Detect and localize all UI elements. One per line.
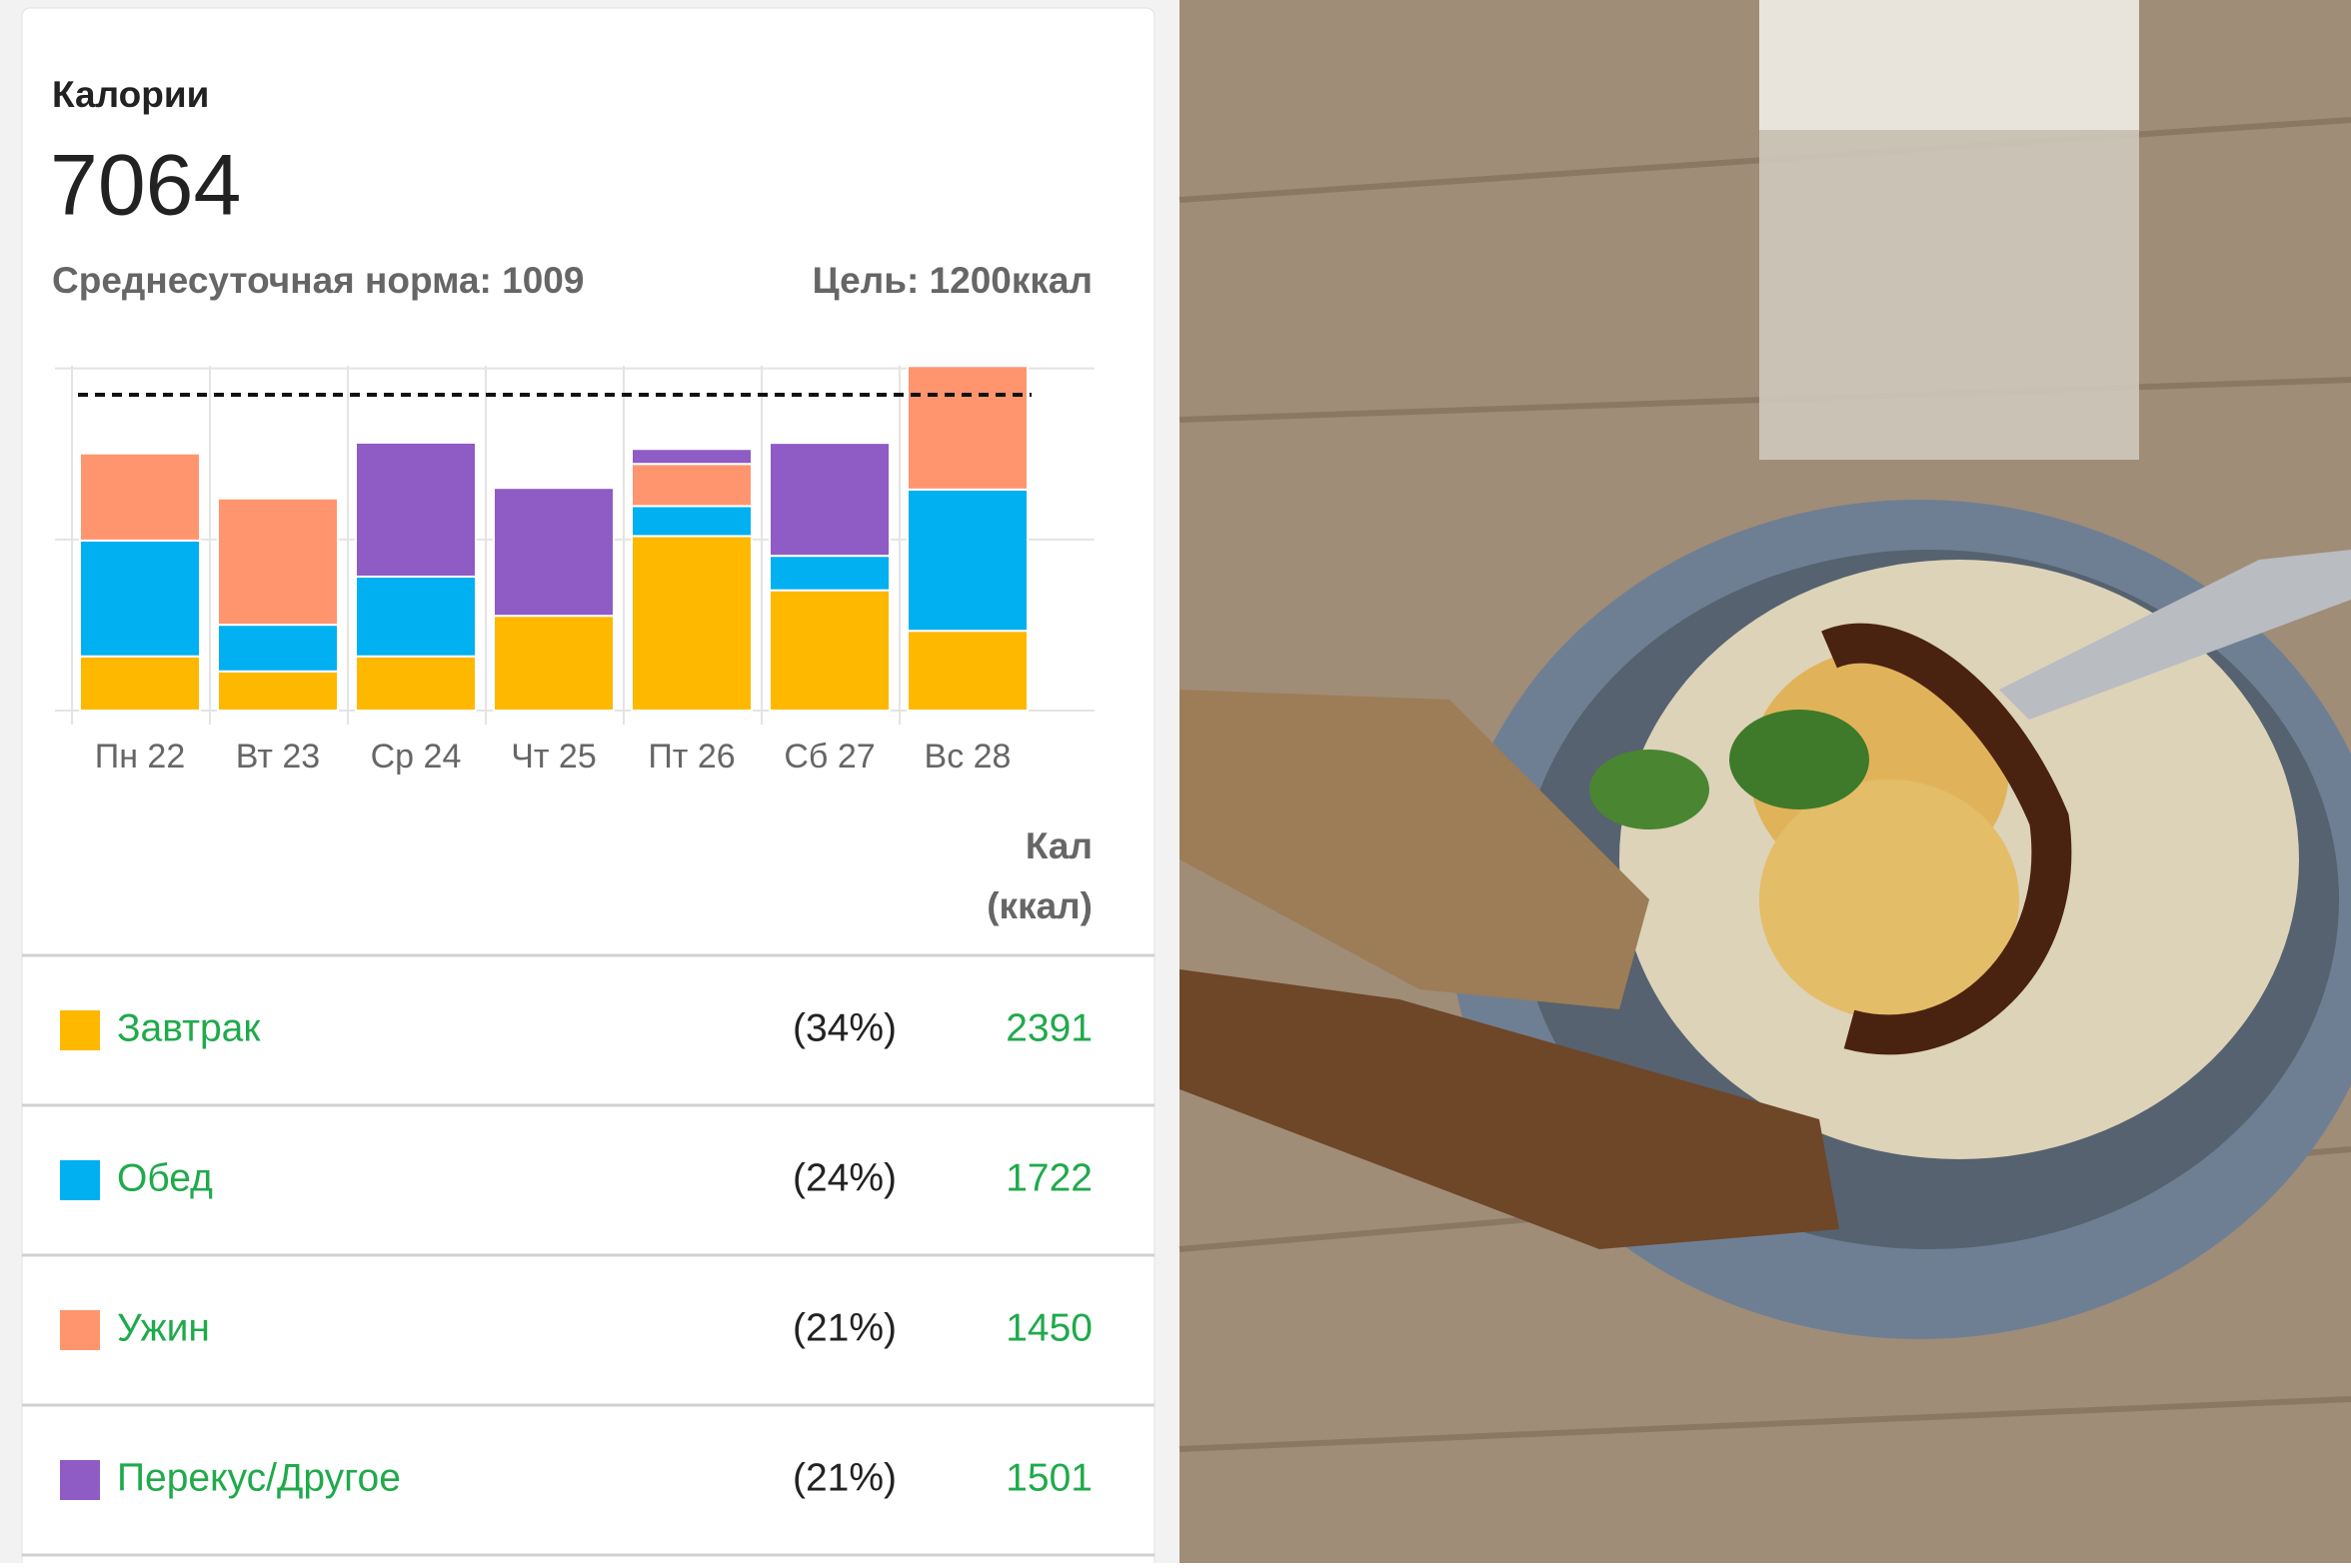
row-percent: (34%) xyxy=(793,1006,897,1049)
total: 7064 xyxy=(50,138,241,234)
unit-label: (ккал) xyxy=(987,885,1093,926)
row-percent: (21%) xyxy=(793,1456,897,1499)
photo xyxy=(1178,0,2351,1563)
bar-segment xyxy=(493,615,615,713)
row-percent: (21%) xyxy=(793,1306,897,1349)
row-value: 1501 xyxy=(1006,1456,1093,1499)
bar-segment xyxy=(769,589,891,712)
bar-segment xyxy=(631,535,753,712)
bar-segment xyxy=(79,539,201,658)
x-tick-label: Пн 22 xyxy=(95,738,185,776)
x-tick-label: Чт 25 xyxy=(511,738,597,776)
legend-label: Ужин xyxy=(117,1306,210,1349)
bar-segment xyxy=(355,655,477,713)
bar-segment xyxy=(493,487,615,618)
x-tick-label: Сб 27 xyxy=(784,738,875,776)
x-tick-label: Вс 28 xyxy=(925,738,1012,776)
bar-segment xyxy=(79,452,201,542)
bar-segment xyxy=(79,655,201,713)
legend-swatch xyxy=(60,1160,100,1200)
bar-segment xyxy=(217,670,339,712)
bar-segment xyxy=(355,575,477,658)
x-tick-label: Вт 23 xyxy=(236,738,320,776)
bar-segment xyxy=(907,630,1029,712)
bar-segment xyxy=(769,442,891,558)
bar-segment xyxy=(217,497,339,627)
bar-segment xyxy=(355,441,477,578)
row-percent: (24%) xyxy=(793,1156,897,1199)
x-tick-label: Пт 26 xyxy=(648,738,735,776)
bar-segment xyxy=(217,624,339,673)
bar-segment xyxy=(631,448,753,466)
row-value: 1450 xyxy=(1006,1306,1093,1349)
legend-label: Завтрак xyxy=(117,1006,261,1049)
legend-label: Перекус/Другое xyxy=(117,1456,401,1499)
bar-segment xyxy=(907,488,1029,633)
average: Среднесуточная норма: 1009 xyxy=(52,260,584,301)
legend-swatch xyxy=(60,1310,100,1350)
row-value: 2391 xyxy=(1006,1006,1093,1049)
unit-label: Кал xyxy=(1026,825,1093,866)
goal: Цель: 1200ккал xyxy=(813,260,1093,301)
card-title: Калории xyxy=(52,74,209,115)
bar-segment xyxy=(769,555,891,592)
card xyxy=(21,7,1156,1568)
row-value: 1722 xyxy=(1006,1156,1093,1199)
bar-segment xyxy=(631,463,753,508)
bar-segment xyxy=(907,365,1029,491)
legend-label: Обед xyxy=(117,1156,213,1199)
x-tick-label: Ср 24 xyxy=(371,738,462,776)
legend-swatch xyxy=(60,1460,100,1500)
legend-swatch xyxy=(60,1010,100,1050)
bar-segment xyxy=(631,505,753,538)
